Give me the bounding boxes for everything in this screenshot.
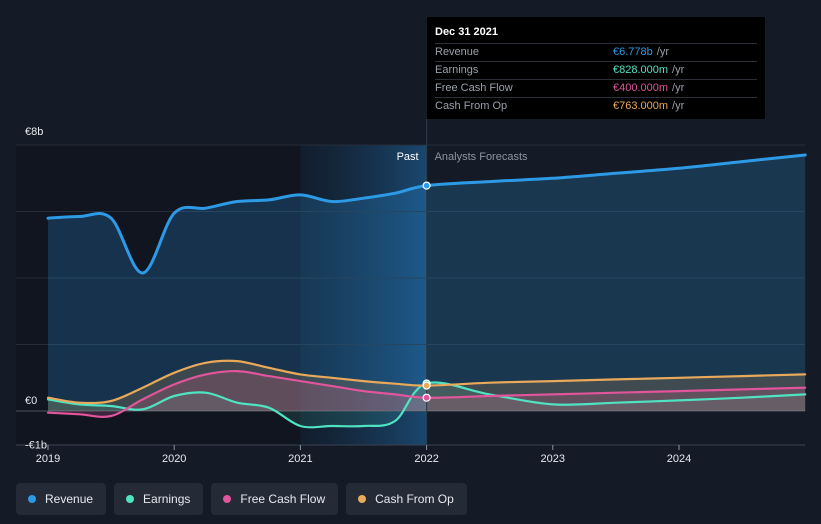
fcf-marker — [422, 393, 431, 402]
legend-item-free-cash-flow[interactable]: Free Cash Flow — [211, 483, 339, 515]
tooltip-row-cash-from-op: Cash From Op €763.000m /yr — [435, 97, 757, 115]
legend: Revenue Earnings Free Cash Flow Cash Fro… — [16, 483, 467, 515]
tooltip-row-free-cash-flow: Free Cash Flow €400.000m /yr — [435, 79, 757, 97]
tooltip-row-unit: /yr — [656, 46, 669, 58]
fcf-area — [48, 371, 806, 417]
legend-item-cash-from-op[interactable]: Cash From Op — [346, 483, 467, 515]
legend-label: Free Cash Flow — [240, 492, 326, 506]
forecasts-label: Analysts Forecasts — [435, 151, 528, 163]
x-tick-label: 2021 — [288, 453, 312, 465]
y-axis-zero-label: €0 — [25, 395, 37, 407]
tooltip-row-unit: /yr — [672, 100, 685, 112]
x-tick-label: 2020 — [162, 453, 186, 465]
x-tick-label: 2022 — [414, 453, 438, 465]
tooltip-row-unit: /yr — [672, 64, 685, 76]
cash-from-op-dot-icon — [358, 495, 367, 503]
x-tick-label: 2024 — [667, 453, 691, 465]
x-axis: 2019 2020 2021 2022 2023 2024 — [36, 445, 691, 465]
y-axis-bottom-label: -€1b — [25, 439, 47, 451]
tooltip-row-value: €6.778b — [613, 46, 653, 58]
tooltip-row-value: €763.000m — [613, 100, 669, 112]
revenue-marker — [422, 181, 431, 190]
value-markers — [422, 181, 431, 402]
y-axis-top-label: €8b — [25, 126, 43, 138]
tooltip-row-name: Cash From Op — [435, 100, 508, 112]
tooltip: Dec 31 2021 Revenue €6.778b /yr Earnings… — [427, 17, 765, 119]
tooltip-date: Dec 31 2021 — [435, 26, 498, 38]
legend-label: Cash From Op — [375, 492, 454, 506]
tooltip-row-name: Revenue — [435, 46, 480, 58]
legend-item-earnings[interactable]: Earnings — [114, 483, 204, 515]
legend-label: Revenue — [45, 492, 94, 506]
earnings-dot-icon — [126, 495, 135, 503]
free-cash-flow-dot-icon — [223, 495, 232, 503]
past-label: Past — [397, 151, 419, 163]
gridlines — [16, 144, 805, 446]
x-tick-label: 2023 — [541, 453, 565, 465]
legend-label: Earnings — [143, 492, 191, 506]
earnings-line — [46, 381, 807, 429]
tooltip-row-unit: /yr — [672, 82, 685, 94]
cfo-line — [46, 359, 807, 405]
revenue-dot-icon — [28, 495, 36, 503]
series-lines — [46, 153, 807, 429]
x-tick-label: 2019 — [36, 453, 60, 465]
revenue-line — [46, 153, 807, 275]
legend-item-revenue[interactable]: Revenue — [16, 483, 107, 515]
fcf-line — [46, 369, 807, 418]
tooltip-row-name: Free Cash Flow — [435, 82, 513, 94]
tooltip-row-name: Earnings — [435, 64, 479, 76]
cfo-marker — [422, 381, 431, 390]
tooltip-row-earnings: Earnings €828.000m /yr — [435, 61, 757, 79]
tooltip-row-value: €400.000m — [613, 82, 669, 94]
tooltip-row-revenue: Revenue €6.778b /yr — [435, 43, 757, 61]
tooltip-row-value: €828.000m — [613, 64, 669, 76]
